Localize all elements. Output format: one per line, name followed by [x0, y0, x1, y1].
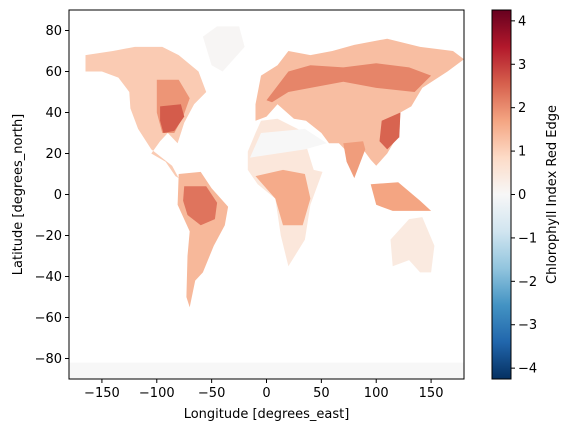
colorbar-tick-label: −4 [518, 362, 537, 377]
colorbar-tick-label: 3 [518, 58, 526, 73]
x-axis: −150 −100 −50 0 50 100 150 [84, 379, 443, 401]
colorbar-tick-label: 2 [518, 101, 526, 116]
region-southeast-asia-islands [370, 182, 432, 211]
plot-area [68, 9, 465, 380]
y-axis-label: Latitude [degrees_north] [11, 114, 26, 275]
y-tick-label: −60 [35, 311, 62, 326]
region-australia [390, 217, 435, 273]
y-tick-label: 0 [54, 188, 62, 203]
y-tick-label: −40 [35, 270, 62, 285]
region-saharan-desert [250, 128, 327, 158]
x-tick-label: 100 [364, 386, 389, 401]
y-tick-label: −80 [35, 352, 62, 367]
x-tick-label: −150 [84, 386, 120, 401]
colorbar-tick-label: 0 [518, 188, 526, 203]
colorbar-label: Chlorophyll Index Red Edge [545, 105, 560, 284]
colorbar-tick-label: −3 [518, 318, 537, 333]
region-east-china [379, 112, 401, 150]
x-tick-label: −50 [198, 386, 225, 401]
region-amazon [183, 186, 218, 226]
colorbar-tick-label: −2 [518, 275, 537, 290]
region-central-africa [255, 169, 311, 226]
region-europe-and-siberia-forests [266, 63, 432, 103]
x-tick-label: 150 [419, 386, 444, 401]
colorbar-gradient [492, 10, 511, 379]
heatmap-layer [69, 26, 464, 379]
y-tick-label: −20 [35, 229, 62, 244]
region-antarctic-fringe [69, 362, 464, 379]
colorbar-tick-label: 1 [518, 145, 526, 160]
y-tick-label: 20 [45, 147, 62, 162]
y-axis: −80 −60 −40 −20 0 20 40 60 80 [35, 24, 69, 367]
y-tick-label: 40 [45, 106, 62, 121]
colorbar-ticks: −4 −3 −2 −1 0 1 2 3 4 [511, 14, 537, 377]
colorbar-tick-label: −1 [518, 231, 537, 246]
x-tick-label: 50 [313, 386, 330, 401]
x-tick-label: −100 [139, 386, 175, 401]
region-eastern-usa [160, 104, 185, 133]
colorbar-tick-label: 4 [518, 14, 526, 29]
y-tick-label: 80 [45, 24, 62, 39]
colorbar: −4 −3 −2 −1 0 1 2 3 4 Chlorophyll Index Red Edge [491, 9, 560, 380]
region-india [343, 141, 366, 179]
x-tick-label: 0 [262, 386, 270, 401]
x-axis-label: Longitude [degrees_east] [184, 407, 350, 422]
region-greenland [202, 26, 245, 72]
y-tick-label: 60 [45, 65, 62, 80]
